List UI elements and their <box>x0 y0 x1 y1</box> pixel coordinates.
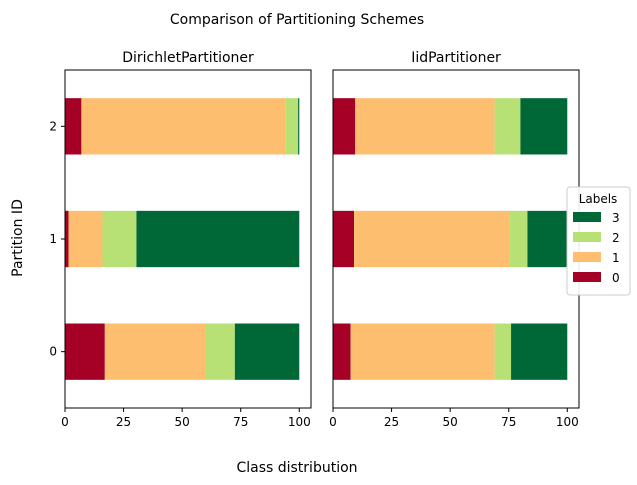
legend-swatch-0 <box>573 272 601 282</box>
legend-label-1: 1 <box>612 251 620 265</box>
subplot-1: IidPartitioner 0 25 50 75 100 <box>329 50 580 429</box>
bar-p1-class1 <box>68 210 103 268</box>
legend-swatch-1 <box>573 252 601 262</box>
bar-p0-class1 <box>350 323 495 380</box>
legend-swatch-2 <box>573 232 601 242</box>
x-tick-label: 100 <box>288 415 311 429</box>
legend-label-2: 2 <box>612 231 620 245</box>
bar-p1-class0 <box>333 210 355 268</box>
x-tick-label: 50 <box>175 415 190 429</box>
x-tick-label: 0 <box>329 415 337 429</box>
x-tick-label: 100 <box>556 415 579 429</box>
bar-p2-class1 <box>81 98 286 155</box>
bar-p0-class2 <box>494 323 512 380</box>
bar-p2-class0 <box>333 98 356 155</box>
y-tick-label: 0 <box>49 345 57 359</box>
bar-p2-class2 <box>285 98 299 155</box>
bar-p1-class1 <box>354 210 510 268</box>
chart-title: Comparison of Partitioning Schemes <box>170 12 424 28</box>
legend: Labels 3 2 1 0 <box>566 186 631 296</box>
x-tick-label: 50 <box>443 415 458 429</box>
bar-p1-class2 <box>102 210 137 268</box>
bar-p0-class0 <box>333 323 351 380</box>
bar-p2-class2 <box>494 98 521 155</box>
x-tick-label: 75 <box>501 415 516 429</box>
subplot-title-1: IidPartitioner <box>411 50 501 66</box>
y-tick-label: 1 <box>49 232 57 246</box>
legend-title: Labels <box>579 192 618 206</box>
bar-p0-class2 <box>205 323 235 380</box>
subplots: DirichletPartitioner 0 25 50 75 100 0 1 2 IidPart… <box>49 50 580 429</box>
y-tick-label: 2 <box>49 119 57 133</box>
x-axis-label: Class distribution <box>236 460 357 476</box>
bar-p2-class3 <box>298 98 300 155</box>
legend-label-0: 0 <box>612 271 620 285</box>
bar-p1-class3 <box>136 210 300 268</box>
x-tick-label: 75 <box>233 415 248 429</box>
x-tick-label: 25 <box>384 415 399 429</box>
subplot-0: DirichletPartitioner 0 25 50 75 100 0 1 2 <box>49 50 312 429</box>
bar-p1-class2 <box>509 210 528 268</box>
bar-p0-class0 <box>65 323 105 380</box>
legend-swatch-3 <box>573 212 601 222</box>
bar-p0-class1 <box>104 323 206 380</box>
y-axis-label: Partition ID <box>10 199 26 277</box>
bar-p0-class3 <box>234 323 300 380</box>
bar-p2-class3 <box>520 98 568 155</box>
bar-p2-class0 <box>65 98 82 155</box>
subplot-title-0: DirichletPartitioner <box>122 50 254 66</box>
x-tick-label: 25 <box>116 415 131 429</box>
bar-p2-class1 <box>355 98 495 155</box>
x-tick-label: 0 <box>61 415 69 429</box>
bar-p1-class3 <box>527 210 568 268</box>
bar-p0-class3 <box>511 323 568 380</box>
bar-p1-class0 <box>65 210 69 268</box>
legend-label-3: 3 <box>612 211 620 225</box>
